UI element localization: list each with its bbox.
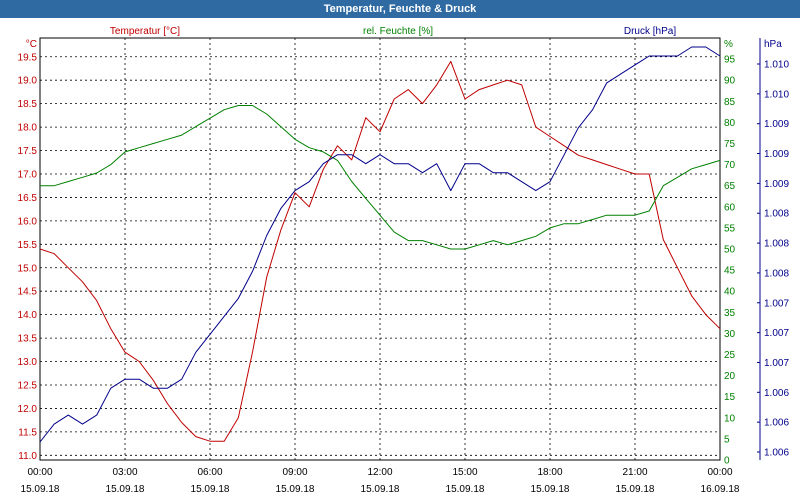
press-tick-label: 1.008 — [764, 268, 789, 279]
hum-tick-label: 60 — [724, 202, 736, 213]
hum-tick-label: 80 — [724, 118, 736, 129]
temp-tick-label: 17.5 — [18, 146, 38, 157]
x-tick-time: 06:00 — [197, 467, 222, 478]
hum-axis-unit: % — [724, 39, 733, 50]
x-tick-time: 18:00 — [537, 467, 562, 478]
hum-tick-label: 45 — [724, 266, 736, 277]
x-tick-date: 16.09.18 — [701, 484, 740, 495]
x-tick-date: 15.09.18 — [21, 484, 60, 495]
x-tick-date: 15.09.18 — [276, 484, 315, 495]
window-title: Temperatur, Feuchte & Druck — [0, 0, 800, 18]
temp-tick-label: 14.0 — [18, 310, 38, 321]
x-tick-date: 15.09.18 — [361, 484, 400, 495]
hum-tick-label: 15 — [724, 392, 736, 403]
press-tick-label: 1.010 — [764, 60, 789, 71]
press-tick-label: 1.009 — [764, 119, 789, 130]
temp-tick-label: 18.5 — [18, 99, 38, 110]
temp-tick-label: 14.5 — [18, 287, 38, 298]
x-tick-date: 15.09.18 — [616, 484, 655, 495]
x-tick-time: 00:00 — [27, 467, 52, 478]
temp-tick-label: 12.0 — [18, 404, 38, 415]
hum-tick-label: 90 — [724, 76, 736, 87]
hum-tick-label: 55 — [724, 223, 736, 234]
series-line-hum — [40, 105, 721, 250]
temp-tick-label: 13.0 — [18, 357, 38, 368]
temp-axis-unit: °C — [26, 39, 37, 50]
temp-axis-title: Temperatur [°C] — [110, 26, 180, 37]
temp-tick-label: 16.5 — [18, 193, 38, 204]
temp-tick-label: 11.5 — [18, 427, 37, 438]
press-tick-label: 1.007 — [764, 298, 789, 309]
x-tick-time: 00:00 — [707, 467, 732, 478]
press-tick-label: 1.006 — [764, 418, 789, 429]
x-tick-date: 15.09.18 — [531, 484, 570, 495]
temp-tick-label: 13.5 — [18, 334, 38, 345]
press-tick-label: 1.006 — [764, 388, 789, 399]
x-tick-time: 12:00 — [367, 467, 392, 478]
press-tick-label: 1.007 — [764, 328, 789, 339]
temp-tick-label: 16.0 — [18, 216, 38, 227]
hum-tick-label: 35 — [724, 308, 736, 319]
press-tick-label: 1.007 — [764, 358, 789, 369]
press-tick-label: 1.008 — [764, 239, 789, 250]
hum-tick-label: 30 — [724, 329, 736, 340]
x-tick-date: 15.09.18 — [106, 484, 145, 495]
hum-tick-label: 70 — [724, 160, 736, 171]
press-axis-title: Druck [hPa] — [624, 26, 676, 37]
x-tick-date: 15.09.18 — [446, 484, 485, 495]
press-axis-unit: hPa — [764, 39, 782, 50]
press-tick-label: 1.008 — [764, 209, 789, 220]
hum-tick-label: 85 — [724, 97, 736, 108]
press-tick-label: 1.006 — [764, 448, 789, 459]
hum-tick-label: 5 — [724, 434, 730, 445]
temp-tick-label: 11.0 — [18, 451, 37, 462]
hum-axis-title: rel. Feuchte [%] — [363, 26, 433, 37]
temp-tick-label: 15.5 — [18, 240, 38, 251]
press-tick-label: 1.009 — [764, 149, 789, 160]
x-tick-time: 15:00 — [452, 467, 477, 478]
temp-tick-label: 15.0 — [18, 263, 38, 274]
series-line-temp — [39, 60, 721, 442]
press-tick-label: 1.009 — [764, 179, 789, 190]
hum-tick-label: 75 — [724, 139, 736, 150]
hum-tick-label: 50 — [724, 245, 736, 256]
x-tick-time: 09:00 — [282, 467, 307, 478]
x-tick-time: 21:00 — [622, 467, 647, 478]
press-tick-label: 1.010 — [764, 89, 789, 100]
hum-tick-label: 25 — [724, 350, 736, 361]
x-tick-time: 03:00 — [112, 467, 137, 478]
temp-tick-label: 12.5 — [18, 380, 38, 391]
hum-tick-label: 20 — [724, 371, 736, 382]
temp-tick-label: 19.5 — [18, 52, 38, 63]
temp-tick-label: 18.0 — [18, 123, 38, 134]
hum-tick-label: 10 — [724, 413, 736, 424]
hum-tick-label: 95 — [724, 55, 736, 66]
hum-tick-label: 40 — [724, 287, 736, 298]
temp-tick-label: 19.0 — [18, 76, 38, 87]
x-tick-date: 15.09.18 — [191, 484, 230, 495]
hum-tick-label: 0 — [724, 456, 730, 467]
hum-tick-label: 65 — [724, 181, 736, 192]
temp-tick-label: 17.0 — [18, 169, 38, 180]
series-line-press — [39, 46, 721, 443]
